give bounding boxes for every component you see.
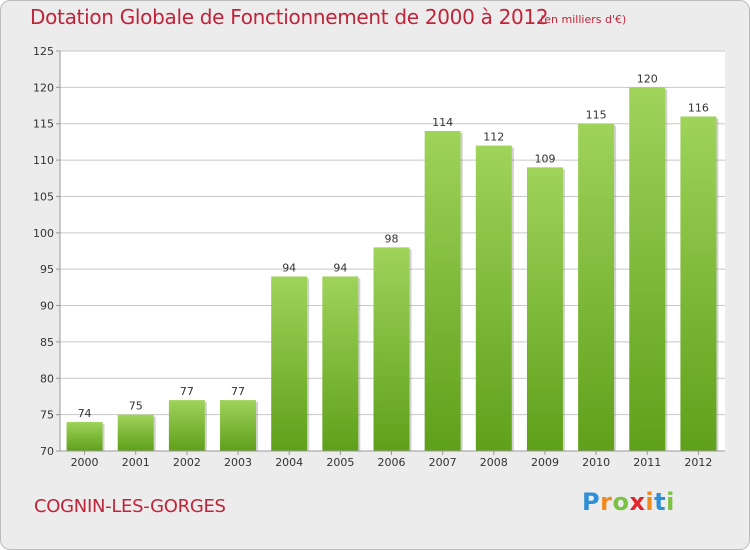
bar	[220, 400, 257, 451]
data-label: 116	[688, 101, 709, 114]
x-tick-label: 2009	[531, 456, 559, 469]
bar-shadow	[409, 249, 412, 451]
logo-letter: x	[629, 488, 646, 516]
logo-letter: i	[666, 488, 675, 516]
x-tick-label: 2010	[582, 456, 610, 469]
bar-shadow	[204, 402, 207, 451]
bar	[271, 276, 308, 451]
chart-title: Dotation Globale de Fonctionnement de 20…	[30, 5, 549, 29]
bar-shadow	[511, 147, 514, 451]
unit-note: (en milliers d'€)	[540, 13, 627, 26]
bar-shadow	[716, 118, 719, 452]
bar	[475, 145, 512, 451]
y-tick-label: 110	[33, 154, 54, 167]
proxiti-logo: Proxiti	[582, 488, 675, 516]
x-tick-label: 2005	[326, 456, 354, 469]
bar-shadow	[665, 89, 668, 451]
bar-shadow	[102, 423, 105, 451]
data-label: 94	[282, 261, 296, 274]
x-tick-label: 2001	[122, 456, 150, 469]
logo-letter: i	[645, 488, 655, 516]
bar	[373, 247, 410, 451]
bar-shadow	[153, 416, 156, 451]
y-tick-label: 105	[33, 190, 54, 203]
commune-name: COGNIN-LES-GORGES	[34, 496, 226, 517]
data-label: 74	[78, 407, 92, 420]
data-label: 112	[483, 131, 504, 144]
logo-letter: P	[582, 488, 601, 516]
x-tick-label: 2007	[429, 456, 457, 469]
y-tick-label: 90	[40, 300, 54, 313]
x-tick-label: 2003	[224, 456, 252, 469]
x-tick-label: 2000	[71, 456, 99, 469]
x-tick-label: 2011	[633, 456, 661, 469]
bar	[168, 400, 205, 451]
data-label: 114	[432, 116, 453, 129]
y-tick-label: 85	[40, 336, 54, 349]
bar	[578, 123, 615, 452]
bar	[680, 116, 717, 452]
bar	[117, 414, 154, 451]
x-tick-label: 2002	[173, 456, 201, 469]
data-label: 77	[231, 385, 245, 398]
x-tick-label: 2012	[684, 456, 712, 469]
data-label: 94	[333, 261, 347, 274]
bar-shadow	[358, 278, 361, 451]
y-tick-label: 95	[40, 263, 54, 276]
y-tick-label: 125	[33, 45, 54, 58]
x-tick-label: 2004	[275, 456, 303, 469]
logo-letter: o	[612, 488, 630, 516]
bar-shadow	[562, 169, 565, 451]
bar-shadow	[307, 278, 310, 451]
bar	[66, 421, 103, 451]
data-label: 75	[129, 400, 143, 413]
bar-shadow	[460, 133, 463, 451]
y-tick-label: 115	[33, 118, 54, 131]
y-tick-label: 70	[40, 445, 54, 458]
bar	[526, 167, 563, 451]
y-tick-label: 120	[33, 81, 54, 94]
data-label: 120	[637, 72, 658, 85]
x-tick-label: 2008	[480, 456, 508, 469]
bar	[322, 276, 359, 451]
data-label: 109	[534, 152, 555, 165]
y-tick-label: 75	[40, 409, 54, 422]
x-tick-label: 2006	[378, 456, 406, 469]
y-tick-label: 100	[33, 227, 54, 240]
y-tick-label: 80	[40, 372, 54, 385]
bar	[424, 131, 461, 451]
bar-shadow	[614, 125, 617, 452]
bar-shadow	[256, 402, 259, 451]
data-label: 98	[385, 232, 399, 245]
data-label: 77	[180, 385, 194, 398]
logo-letter: r	[600, 488, 613, 516]
bar	[629, 87, 666, 451]
data-label: 115	[586, 109, 607, 122]
logo-letter: t	[654, 488, 667, 516]
